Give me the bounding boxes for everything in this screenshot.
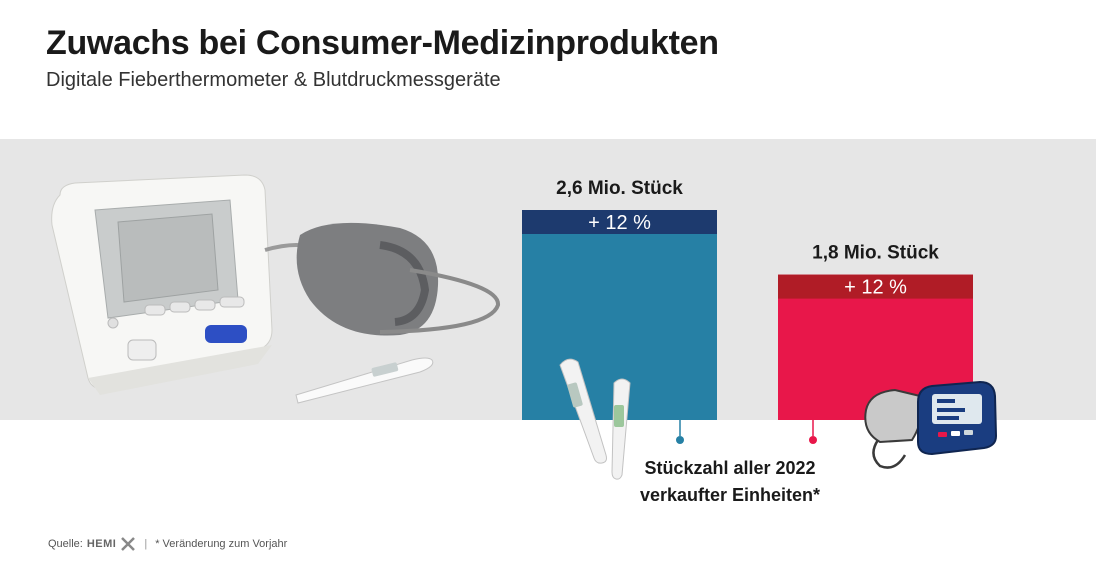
leader-dot-fieberthermometer xyxy=(676,436,684,444)
annotation-line-2: verkaufter Einheiten* xyxy=(639,485,821,505)
value-label-fieberthermometer: 2,6 Mio. Stück xyxy=(556,178,683,199)
thermometer-illustration xyxy=(559,358,631,480)
change-label-fieberthermometer: + 12 % xyxy=(588,212,651,234)
value-label-blutdruckmessgeraete: 1,8 Mio. Stück xyxy=(812,243,939,264)
chart-annotation: Stückzahl aller 2022 verkaufter Einheite… xyxy=(620,455,840,509)
source-brand-logo: HEMI xyxy=(86,538,117,550)
source-footer: Quelle: HEMI | * Veränderung zum Vorjahr xyxy=(48,536,287,552)
photo-blood-pressure-monitor xyxy=(51,174,500,404)
blood-pressure-monitor-illustration xyxy=(864,380,998,469)
leader-dot-blutdruckmessgeraete xyxy=(809,436,817,444)
chart-title: Zuwachs bei Consumer-Medizinprodukten xyxy=(46,24,719,62)
source-label: Quelle: xyxy=(48,538,83,550)
annotation-line-1: Stückzahl aller 2022 xyxy=(644,458,816,478)
footer-separator: | xyxy=(144,538,148,550)
chart-subtitle: Digitale Fieberthermometer & Blutdruckme… xyxy=(46,69,501,91)
bar-cap-fieberthermometer xyxy=(522,210,717,234)
bar-cap-blutdruckmessgeraete xyxy=(778,274,973,299)
hemix-logo-icon xyxy=(121,537,136,551)
change-label-blutdruckmessgeraete: + 12 % xyxy=(844,277,907,299)
footnote: * Veränderung zum Vorjahr xyxy=(155,538,288,550)
